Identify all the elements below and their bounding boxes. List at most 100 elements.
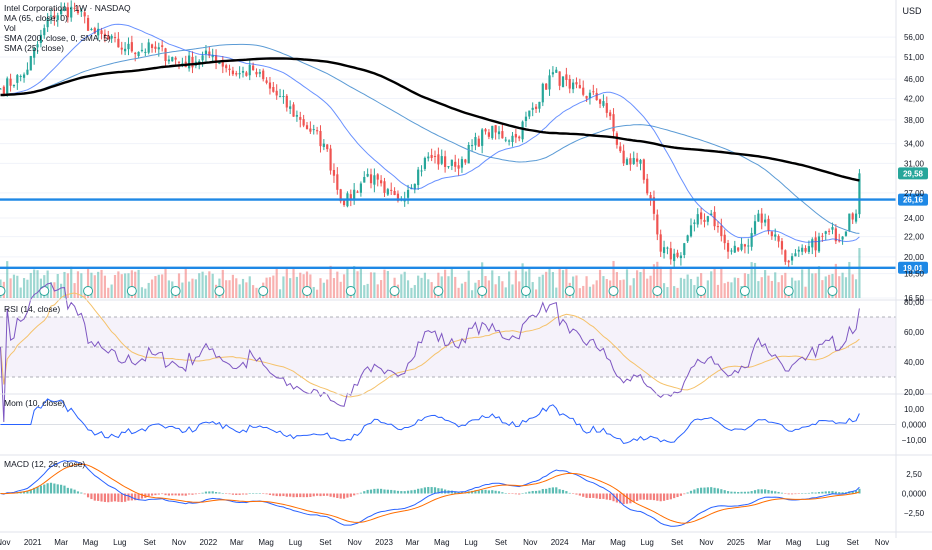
candle-body (144, 51, 147, 53)
candle-body (632, 157, 635, 164)
x-tick: Mar (54, 538, 68, 547)
candle-body (679, 255, 682, 259)
macd-histogram-bar (487, 490, 490, 494)
volume-bar (814, 273, 817, 298)
price-tick: 31,00 (904, 159, 925, 168)
macd-histogram-bar (353, 493, 356, 496)
candle-body (804, 248, 807, 252)
macd-histogram-bar (110, 493, 113, 502)
candle-body (780, 241, 784, 250)
volume-bar (821, 280, 824, 298)
macd-histogram-bar (642, 493, 645, 500)
candle-body (413, 183, 416, 190)
macd-histogram-bar (150, 493, 154, 496)
mom-title[interactable]: Mom (10, close) (4, 398, 65, 408)
volume-bar (154, 276, 157, 298)
horizontal-levels[interactable]: 26,16 19,01 29,58 (0, 167, 928, 274)
macd-histogram-bar (494, 490, 497, 494)
candle-body (504, 139, 507, 141)
volume-bar (464, 281, 467, 298)
volume-bar (713, 268, 716, 298)
x-tick: Mag (610, 538, 626, 547)
volume-bar (282, 276, 285, 298)
volume-bar (794, 280, 797, 298)
price-tick: 42,00 (904, 95, 925, 104)
volume-bar (565, 268, 568, 298)
volume-bar (723, 283, 726, 298)
volume-bar (834, 263, 837, 298)
volume-bar (548, 268, 551, 298)
candle-body (828, 230, 831, 232)
chart-title[interactable]: Intel Corporation · 1W · NASDAQ (4, 3, 131, 13)
macd-histogram-bar (737, 491, 740, 494)
momentum-pane (0, 398, 896, 445)
legend-sma200[interactable]: SMA (200, close, 0, SMA, 5) (4, 33, 111, 43)
macd-histogram-bar (753, 490, 757, 494)
candle-body (807, 246, 810, 252)
macd-histogram-bar (821, 491, 824, 494)
macd-histogram-bar (817, 492, 821, 494)
volume-bar (181, 282, 184, 298)
macd-histogram-bar (184, 493, 187, 496)
macd-histogram-bar (801, 493, 804, 494)
macd-histogram-bar (639, 493, 642, 500)
macd-histogram-bar (171, 493, 174, 496)
candle-body (386, 189, 389, 195)
legend-vol[interactable]: Vol (4, 23, 16, 33)
volume-bar (346, 267, 349, 298)
macd-histogram-bar (107, 493, 110, 503)
candle-body (356, 191, 359, 193)
macd-histogram-bar (491, 490, 494, 494)
candle-body (349, 194, 352, 201)
candle-body (514, 134, 517, 138)
candle-body (545, 83, 548, 90)
macd-histogram-bar (218, 492, 221, 494)
candle-body (639, 159, 642, 164)
candle-body (784, 250, 787, 262)
candle-body (80, 10, 83, 12)
volume-bar (484, 275, 487, 298)
volume-bar (743, 273, 746, 298)
volume-bar (144, 288, 147, 298)
volume-bar (312, 286, 315, 298)
volume-bar (851, 274, 854, 298)
candle-body (117, 38, 120, 48)
candle-body (767, 218, 770, 231)
rsi-title[interactable]: RSI (14, close) (4, 304, 61, 314)
macd-histogram-bar (53, 483, 56, 494)
macd-histogram-bar (716, 488, 720, 494)
volume-bar (292, 267, 295, 298)
volume-bar (582, 285, 585, 298)
volume-bar (467, 270, 470, 298)
candle-body (474, 137, 477, 146)
legend-ma65[interactable]: MA (65, close, 0) (4, 13, 68, 23)
volume-bar (241, 278, 245, 298)
candle-body (150, 44, 154, 48)
candle-body (834, 228, 837, 242)
rsi-line (0, 282, 860, 423)
volume-bar (221, 269, 224, 298)
volume-bar (592, 284, 595, 298)
candle-body (575, 82, 578, 85)
macd-histogram-bar (295, 493, 298, 498)
earnings-markers[interactable] (0, 286, 838, 296)
volume-bar (113, 274, 117, 298)
volume-bar (757, 281, 760, 298)
candle-body (174, 57, 177, 60)
macd-histogram-bar (272, 493, 275, 496)
candle-body (659, 234, 662, 252)
volume-bar (460, 283, 464, 298)
volume-bar (208, 271, 211, 298)
candle-body (140, 49, 144, 51)
candle-body (774, 234, 777, 237)
legend-sma25[interactable]: SMA (25, close) (4, 43, 64, 53)
macd-histogram-bar (713, 487, 716, 494)
macd-title[interactable]: MACD (12, 26, close) (4, 459, 86, 469)
macd-histogram-bar (302, 493, 305, 498)
candle-body (154, 46, 157, 49)
volume-bar (447, 276, 450, 298)
volume-bar (366, 283, 369, 298)
volume-bar (97, 271, 100, 298)
volume-bar (386, 271, 389, 298)
